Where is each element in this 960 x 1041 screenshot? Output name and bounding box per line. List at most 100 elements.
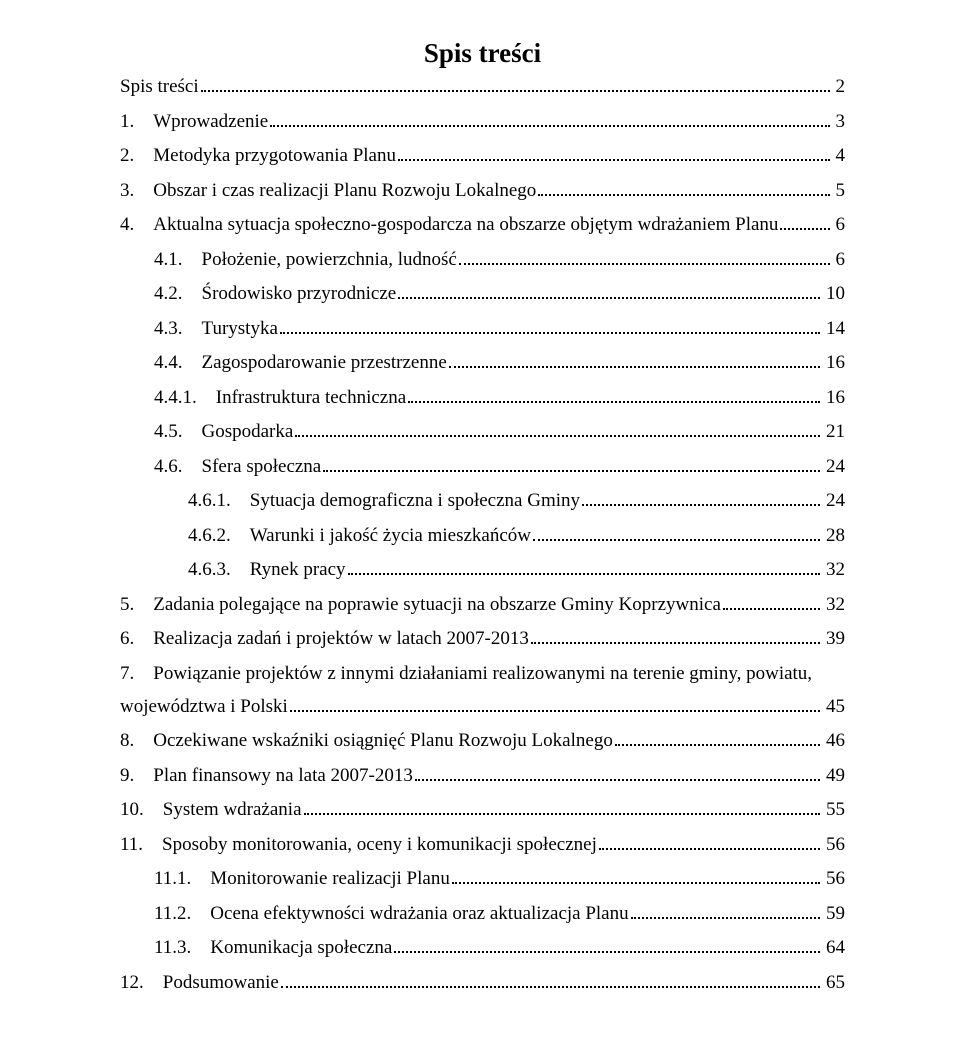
toc-leader-dots (290, 699, 820, 711)
toc-entry-label: Położenie, powierzchnia, ludność (202, 250, 457, 269)
toc-leader-dots (323, 459, 820, 471)
toc-entry-label: Podsumowanie (163, 973, 279, 992)
toc-entry-label: Turystyka (202, 319, 278, 338)
toc-leader-dots (615, 734, 820, 746)
toc-entry-page: 10 (824, 284, 845, 303)
toc-entry-label: Plan finansowy na lata 2007-2013 (153, 766, 413, 785)
toc-entry-page: 45 (824, 697, 845, 716)
toc-entry-label: województwa i Polski (120, 697, 288, 716)
toc-leader-dots (452, 872, 820, 884)
toc-leader-dots (533, 528, 820, 540)
toc-entry-label: Środowisko przyrodnicze (202, 284, 397, 303)
toc-entry-page: 3 (834, 112, 846, 131)
toc-entry: 9. Plan finansowy na lata 2007-2013 49 (120, 766, 845, 785)
toc-entry-number: 4.6. (120, 457, 202, 476)
toc-leader-dots (304, 803, 820, 815)
toc-entry-number: 4.5. (120, 422, 202, 441)
toc-leader-dots (531, 632, 820, 644)
toc-entry-number: 11.3. (120, 938, 210, 957)
toc-entry: 11.2. Ocena efektywności wdrażania oraz … (120, 904, 845, 923)
toc-entry: 4.4. Zagospodarowanie przestrzenne 16 (120, 353, 845, 372)
toc-leader-dots (280, 321, 820, 333)
toc-leader-dots (415, 768, 820, 780)
toc-entry: 11.3. Komunikacja społeczna 64 (120, 938, 845, 957)
toc-entry-label: Sposoby monitorowania, oceny i komunikac… (162, 835, 597, 854)
toc-entry-number: 4.3. (120, 319, 202, 338)
toc-leader-dots (398, 287, 820, 299)
toc-entry-label: Spis treści (120, 77, 199, 96)
toc-entry-page: 6 (834, 215, 846, 234)
toc-entry-label: Komunikacja społeczna (210, 938, 392, 957)
toc-entry-page: 28 (824, 526, 845, 545)
toc-entry-page: 32 (824, 595, 845, 614)
toc-entry-number: 4. (120, 215, 153, 234)
toc-entry-number: 11.1. (120, 869, 210, 888)
toc-entry-page: 56 (824, 869, 845, 888)
toc-entry-page: 56 (824, 835, 845, 854)
toc-leader-dots (201, 80, 830, 92)
toc-entry-page: 5 (834, 181, 846, 200)
toc-leader-dots (281, 975, 820, 987)
toc-entry: 5. Zadania polegające na poprawie sytuac… (120, 595, 845, 614)
toc-entry: 4.5. Gospodarka 21 (120, 422, 845, 441)
toc-entry: 10. System wdrażania 55 (120, 800, 845, 819)
toc-entry: 12. Podsumowanie 65 (120, 973, 845, 992)
toc-leader-dots (582, 494, 820, 506)
toc-entry: 8. Oczekiwane wskaźniki osiągnięć Planu … (120, 731, 845, 750)
toc-entry-number: 9. (120, 766, 153, 785)
toc-entry: 4. Aktualna sytuacja społeczno-gospodarc… (120, 215, 845, 234)
toc-entry-page: 16 (824, 353, 845, 372)
toc-entry-number: 2. (120, 146, 153, 165)
toc-entry-number: 8. (120, 731, 153, 750)
toc-entry: Spis treści 2 (120, 77, 845, 96)
toc-entry-page: 59 (824, 904, 845, 923)
toc-entry-number: 4.4.1. (120, 388, 216, 407)
toc-entry: 4.3. Turystyka 14 (120, 319, 845, 338)
toc-entry: 4.6. Sfera społeczna 24 (120, 457, 845, 476)
toc-entry: 7. Powiązanie projektów z innymi działan… (120, 664, 845, 716)
toc-leader-dots (348, 563, 820, 575)
toc-entry-number: 4.6.1. (120, 491, 250, 510)
toc-entry: 4.6.3. Rynek pracy 32 (120, 560, 845, 579)
toc-entry-page: 49 (824, 766, 845, 785)
toc-entry-label: Aktualna sytuacja społeczno-gospodarcza … (153, 215, 778, 234)
toc-entry-number: 5. (120, 595, 153, 614)
toc-entry-number: 6. (120, 629, 153, 648)
toc-entry-page: 46 (824, 731, 845, 750)
toc-entry: 4.4.1. Infrastruktura techniczna 16 (120, 388, 845, 407)
toc-entry-page: 16 (824, 388, 845, 407)
toc-entry-number: 4.2. (120, 284, 202, 303)
toc-entry-label: Metodyka przygotowania Planu (153, 146, 396, 165)
toc-entry: 4.1. Położenie, powierzchnia, ludność 6 (120, 250, 845, 269)
toc-leader-dots (538, 183, 829, 195)
toc-entry-page: 65 (824, 973, 845, 992)
toc-entry-label: Infrastruktura techniczna (216, 388, 406, 407)
toc-entry-page: 55 (824, 800, 845, 819)
toc-entry: 4.6.2. Warunki i jakość życia mieszkańcó… (120, 526, 845, 545)
table-of-contents: Spis treści 2 1. Wprowadzenie 3 2. Metodyk… (120, 77, 845, 992)
toc-entry-page: 4 (834, 146, 846, 165)
toc-leader-dots (599, 837, 820, 849)
toc-entry: 1. Wprowadzenie 3 (120, 112, 845, 131)
toc-entry-label: System wdrażania (163, 800, 302, 819)
toc-entry: 6. Realizacja zadań i projektów w latach… (120, 629, 845, 648)
toc-leader-dots (394, 941, 820, 953)
toc-leader-dots (459, 252, 830, 264)
toc-entry-label: Ocena efektywności wdrażania oraz aktual… (210, 904, 628, 923)
toc-leader-dots (449, 356, 820, 368)
toc-leader-dots (270, 114, 829, 126)
toc-entry-number: 1. (120, 112, 153, 131)
toc-entry-label: Zagospodarowanie przestrzenne (202, 353, 447, 372)
toc-entry-number: 3. (120, 181, 153, 200)
toc-title: Spis treści (120, 38, 845, 69)
toc-entry: 11.1. Monitorowanie realizacji Planu 56 (120, 869, 845, 888)
document-page: Spis treści Spis treści 2 1. Wprowadzenie… (0, 0, 960, 1041)
toc-entry-page: 64 (824, 938, 845, 957)
toc-entry-number: 10. (120, 800, 163, 819)
toc-entry-number: 7. (120, 663, 153, 684)
toc-entry-label: Zadania polegające na poprawie sytuacji … (153, 595, 721, 614)
toc-leader-dots (780, 218, 829, 230)
toc-leader-dots (408, 390, 820, 402)
toc-entry-page: 2 (834, 77, 846, 96)
toc-entry-label: Wprowadzenie (153, 112, 268, 131)
